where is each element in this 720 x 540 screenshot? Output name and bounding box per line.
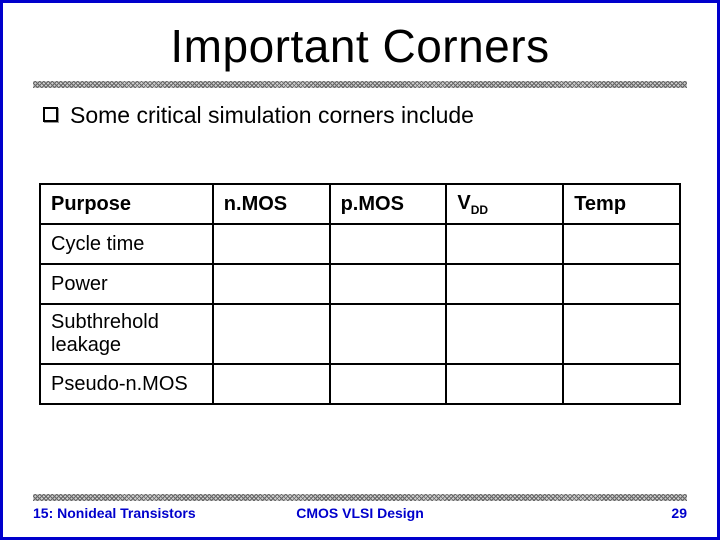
cell-pmos	[330, 224, 447, 264]
header-nmos: n.MOS	[213, 184, 330, 224]
vdd-base: V	[457, 192, 470, 214]
cell-vdd	[446, 224, 563, 264]
corners-table: Purpose n.MOS p.MOS VDD Temp Cycle time	[39, 183, 681, 405]
cell-purpose: Power	[40, 264, 213, 304]
table-row: Subthrehold leakage	[40, 304, 680, 364]
table-row: Pseudo-n.MOS	[40, 364, 680, 404]
cell-vdd	[446, 264, 563, 304]
header-temp: Temp	[563, 184, 680, 224]
cell-temp	[563, 304, 680, 364]
cell-pmos	[330, 364, 447, 404]
bullet-text: Some critical simulation corners include	[70, 102, 474, 129]
header-purpose: Purpose	[40, 184, 213, 224]
header-pmos: p.MOS	[330, 184, 447, 224]
header-vdd: VDD	[446, 184, 563, 224]
cell-nmos	[213, 364, 330, 404]
vdd-sub: DD	[471, 203, 488, 217]
cell-nmos	[213, 264, 330, 304]
cell-purpose: Cycle time	[40, 224, 213, 264]
cell-pmos	[330, 304, 447, 364]
cell-vdd	[446, 364, 563, 404]
cell-nmos	[213, 224, 330, 264]
footer-divider	[33, 494, 687, 501]
content-area: Some critical simulation corners include	[3, 88, 717, 129]
cell-purpose: Pseudo-n.MOS	[40, 364, 213, 404]
cell-nmos	[213, 304, 330, 364]
footer-row: 15: Nonideal Transistors CMOS VLSI Desig…	[33, 505, 687, 521]
bullet-item: Some critical simulation corners include	[43, 102, 677, 129]
slide-title: Important Corners	[3, 3, 717, 73]
footer-chapter: 15: Nonideal Transistors	[33, 505, 196, 521]
footer-page-number: 29	[671, 505, 687, 521]
title-divider	[33, 81, 687, 88]
cell-pmos	[330, 264, 447, 304]
footer-book: CMOS VLSI Design	[296, 505, 424, 521]
cell-temp	[563, 364, 680, 404]
cell-vdd	[446, 304, 563, 364]
cell-temp	[563, 224, 680, 264]
cell-purpose: Subthrehold leakage	[40, 304, 213, 364]
table-header-row: Purpose n.MOS p.MOS VDD Temp	[40, 184, 680, 224]
cell-temp	[563, 264, 680, 304]
slide-footer: 15: Nonideal Transistors CMOS VLSI Desig…	[3, 494, 717, 521]
slide: Important Corners Some critical simulati…	[0, 0, 720, 540]
table-row: Cycle time	[40, 224, 680, 264]
table-row: Power	[40, 264, 680, 304]
checkbox-bullet-icon	[43, 107, 58, 122]
table-container: Purpose n.MOS p.MOS VDD Temp Cycle time	[3, 183, 717, 405]
